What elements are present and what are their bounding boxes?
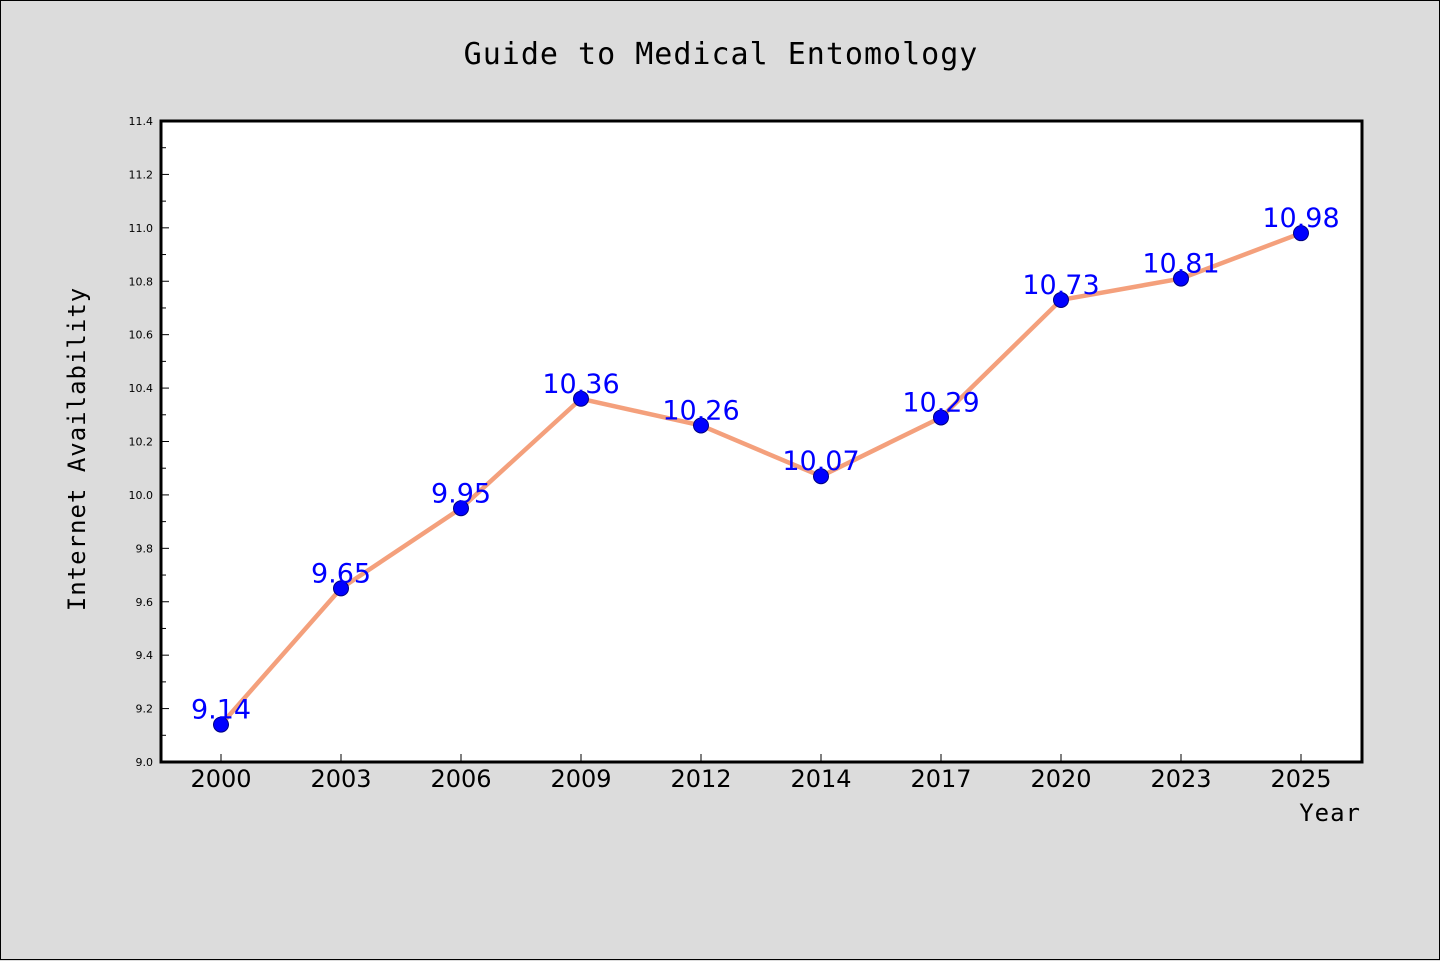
- y-tick-label: 11.4: [129, 115, 154, 128]
- data-point: [1293, 225, 1309, 242]
- data-label: 10.26: [662, 395, 739, 426]
- y-axis: 9.0 9.2 9.4 9.6 9.8 10.0 10.2 10.4 10.6 10.8 11.0 1…: [129, 115, 169, 769]
- data-point: [573, 390, 589, 407]
- data-label: 9.14: [191, 695, 251, 726]
- y-tick-label: 10.6: [129, 329, 154, 342]
- plot-area: [159, 119, 1364, 764]
- x-tick-label: 2023: [1150, 765, 1211, 793]
- x-tick-label: 2000: [190, 765, 251, 793]
- data-point: [1053, 291, 1069, 308]
- data-point: [813, 468, 829, 485]
- x-tick-label: 2006: [430, 765, 491, 793]
- data-point: [333, 580, 349, 597]
- y-axis-label: Internet Availability: [63, 287, 91, 611]
- data-label: 10.81: [1142, 249, 1219, 280]
- chart-title: Guide to Medical Entomology: [464, 37, 979, 72]
- y-tick-label: 10.4: [129, 382, 154, 395]
- series-group: 9.14 9.65 9.95 10.36 10.26 10.07 10.29 10.73 10.…: [191, 203, 1340, 733]
- data-point: [1173, 270, 1189, 287]
- data-label: 10.98: [1262, 203, 1339, 234]
- y-tick-label: 9.6: [136, 596, 154, 609]
- data-label: 10.29: [902, 387, 979, 418]
- x-tick-label: 2009: [550, 765, 611, 793]
- y-tick-label: 10.8: [129, 275, 154, 288]
- data-point: [453, 500, 469, 517]
- data-label: 10.36: [542, 369, 619, 400]
- data-point: [933, 409, 949, 426]
- x-axis: 2000 2003 2006 2009 2012 2014 2017 2020 2023 2025: [190, 754, 1332, 793]
- data-point: [693, 417, 709, 434]
- y-tick-label: 10.2: [129, 436, 154, 449]
- y-tick-label: 9.2: [136, 703, 154, 716]
- y-tick-label: 11.2: [129, 168, 154, 181]
- x-tick-label: 2014: [790, 765, 851, 793]
- data-point: [213, 716, 229, 733]
- x-tick-label: 2020: [1030, 765, 1091, 793]
- x-axis-label: Year: [1299, 799, 1361, 827]
- series-line: [218, 230, 1304, 727]
- y-tick-label: 10.0: [129, 489, 154, 502]
- x-tick-label: 2012: [670, 765, 731, 793]
- x-tick-label: 2025: [1270, 765, 1331, 793]
- y-tick-label: 9.4: [136, 649, 154, 662]
- data-label: 10.07: [782, 446, 859, 477]
- x-tick-label: 2017: [910, 765, 971, 793]
- x-tick-label: 2003: [310, 765, 371, 793]
- y-tick-label: 9.0: [136, 756, 154, 769]
- y-tick-label: 9.8: [136, 542, 154, 555]
- data-label: 9.65: [311, 558, 371, 589]
- data-label: 10.73: [1022, 270, 1099, 301]
- data-label: 9.95: [431, 478, 491, 509]
- y-tick-label: 11.0: [129, 222, 154, 235]
